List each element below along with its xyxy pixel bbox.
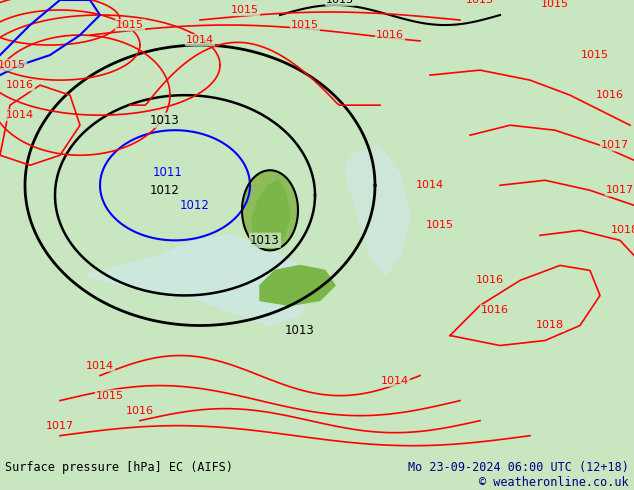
Text: 1013: 1013: [285, 324, 315, 337]
Text: 1014: 1014: [416, 180, 444, 190]
Polygon shape: [252, 180, 290, 250]
Polygon shape: [85, 235, 310, 325]
Text: 1013: 1013: [250, 234, 280, 247]
Text: 1013: 1013: [326, 0, 354, 5]
Polygon shape: [0, 0, 634, 456]
Text: 1014: 1014: [186, 35, 214, 45]
Text: 1015: 1015: [116, 20, 144, 30]
Text: 1018: 1018: [536, 320, 564, 330]
Text: Mo 23-09-2024 06:00 UTC (12+18): Mo 23-09-2024 06:00 UTC (12+18): [408, 461, 629, 474]
Text: 1017: 1017: [46, 420, 74, 431]
Text: 1016: 1016: [126, 406, 154, 416]
Text: 1017: 1017: [601, 140, 629, 150]
Text: 1016: 1016: [476, 275, 504, 286]
Text: 1016: 1016: [376, 30, 404, 40]
Text: 1015: 1015: [96, 391, 124, 401]
Text: 1015: 1015: [291, 20, 319, 30]
Text: 1015: 1015: [231, 5, 259, 15]
Text: 1014: 1014: [381, 375, 409, 386]
Text: 1017: 1017: [606, 185, 634, 196]
Text: 1016: 1016: [6, 80, 34, 90]
Text: 1011: 1011: [153, 166, 183, 179]
Text: 1015: 1015: [541, 0, 569, 9]
Text: 1018: 1018: [611, 225, 634, 235]
Polygon shape: [260, 266, 335, 305]
Text: 1015: 1015: [581, 50, 609, 60]
Text: 1015: 1015: [541, 0, 569, 5]
Text: 1013: 1013: [466, 0, 494, 5]
Text: 1015: 1015: [426, 220, 454, 230]
Text: 1012: 1012: [180, 199, 210, 212]
Text: 1015: 1015: [0, 60, 26, 70]
Text: 1013: 1013: [150, 114, 180, 127]
Polygon shape: [345, 145, 410, 275]
Text: 1014: 1014: [6, 110, 34, 120]
Text: © weatheronline.co.uk: © weatheronline.co.uk: [479, 476, 629, 490]
Text: Surface pressure [hPa] EC (AIFS): Surface pressure [hPa] EC (AIFS): [5, 461, 233, 474]
Text: 1016: 1016: [481, 305, 509, 316]
Polygon shape: [242, 170, 298, 250]
Text: 1014: 1014: [86, 361, 114, 370]
Text: 1016: 1016: [596, 90, 624, 100]
Text: 1012: 1012: [150, 184, 180, 197]
